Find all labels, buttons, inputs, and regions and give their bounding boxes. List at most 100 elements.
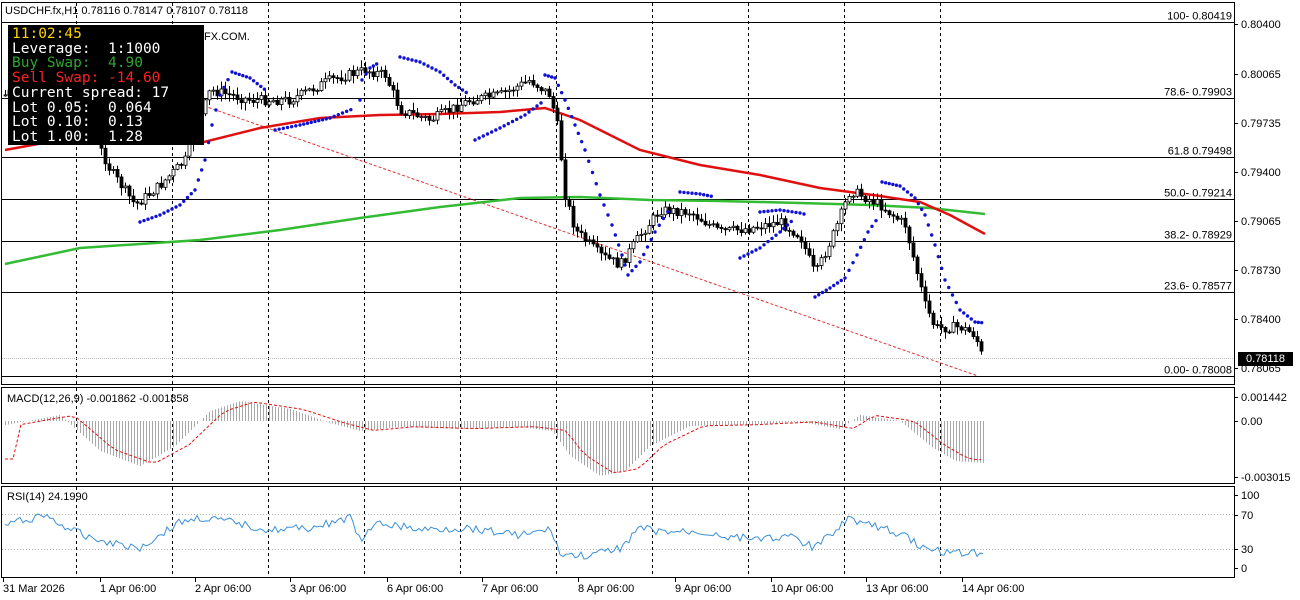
candle-body [811,254,816,267]
sar-dot [774,208,778,213]
rsi-axis: 100 70 30 0 [1234,490,1259,575]
candle-body [567,199,572,207]
sar-dot [705,193,710,198]
sar-dot [939,266,944,271]
candle-body [723,228,728,231]
candle-body [315,90,320,92]
sar-dot [661,216,666,221]
candle-body [171,168,176,177]
candle-body [935,324,940,327]
sar-dot [485,132,490,136]
sar-dot [364,72,368,76]
sar-dot [332,114,336,119]
price-tick-label: 0.78065 [1241,363,1281,375]
time-tick-label: 14 Apr 06:00 [962,583,1024,595]
candle-body [971,331,976,338]
candle-body [531,80,536,86]
candle-body [943,327,948,333]
sar-dot [248,76,252,80]
sar-dot [813,295,817,299]
rsi-tick-label: 30 [1241,544,1253,556]
sar-dot [442,73,446,77]
candle-body [135,201,140,204]
sar-dot [255,81,259,86]
candle-body [923,286,928,302]
sar-dot [926,223,931,227]
broker-label: FX.COM. [204,31,250,43]
candle-body [383,69,388,78]
macd-pane-frame [1,387,1235,484]
candle-body [863,195,868,203]
candle-body [579,230,584,234]
candle-body [671,207,676,214]
lot-100-text: Lot 1.00: 1.28 [12,128,143,145]
sar-dot [766,209,770,213]
sar-dot [305,121,310,125]
candle-body [323,78,328,83]
candle-body [367,71,372,74]
sar-dot [539,101,543,105]
sar-dot [958,308,962,312]
main-pane-frame [1,2,1235,385]
candle-body [891,214,896,217]
sar-dot [630,268,634,273]
candle-body [219,88,224,97]
sar-dot [244,75,249,79]
sar-dot [358,98,362,102]
sar-dot [410,58,414,62]
candle-body [387,77,392,86]
candle-body [351,70,356,77]
candle-body [251,99,256,103]
candle-body [639,233,644,236]
candle-body [859,188,864,197]
sar-dot [762,243,766,247]
candle-body [319,81,324,91]
sar-dot [206,140,211,145]
candle-body [903,217,908,228]
candle-body [775,221,780,226]
candle-body [511,89,516,92]
macd-axis: 0.001442 0.00 -0.003015 [1234,392,1291,484]
candle-body [755,226,760,229]
sar-dot [481,134,486,138]
candle-body [551,96,556,109]
fib-level-label: 0.00- 0.78008 [1164,365,1232,377]
sar-dot [189,192,193,196]
candle-body [127,185,132,197]
fib-level-label: 38.2- 0.78929 [1164,230,1232,242]
candle-body [179,163,184,166]
sar-dot [858,245,863,250]
candle-body [363,67,368,74]
sar-dot [324,117,328,121]
rsi-line [4,513,984,560]
price-tick-label: 0.79065 [1241,216,1281,228]
candle-body [155,182,160,195]
candle-body [271,99,276,103]
candle-body [479,95,484,102]
sar-dot [320,118,325,122]
sar-dot [598,193,602,197]
candle-body [843,201,848,210]
sar-dot [294,124,298,128]
sar-dot [894,183,899,187]
candle-body [623,258,628,263]
macd-tick-label: 0.00 [1241,416,1262,428]
sar-dot [374,62,379,66]
candle-body [699,218,704,222]
sar-dot [434,68,438,72]
candle-body [487,92,492,98]
sar-dot [758,210,762,214]
candle-body [751,226,756,233]
candle-body [559,120,564,161]
candle-body [767,223,772,228]
candle-body [887,210,892,216]
server-time: 11:02:45 [12,26,82,42]
candle-body [223,88,228,95]
candle-body [951,322,956,333]
sar-dot [762,209,766,214]
sar-dot [870,224,874,229]
candle-body [403,113,408,116]
candle-body [451,104,456,113]
sar-dot [817,293,821,297]
